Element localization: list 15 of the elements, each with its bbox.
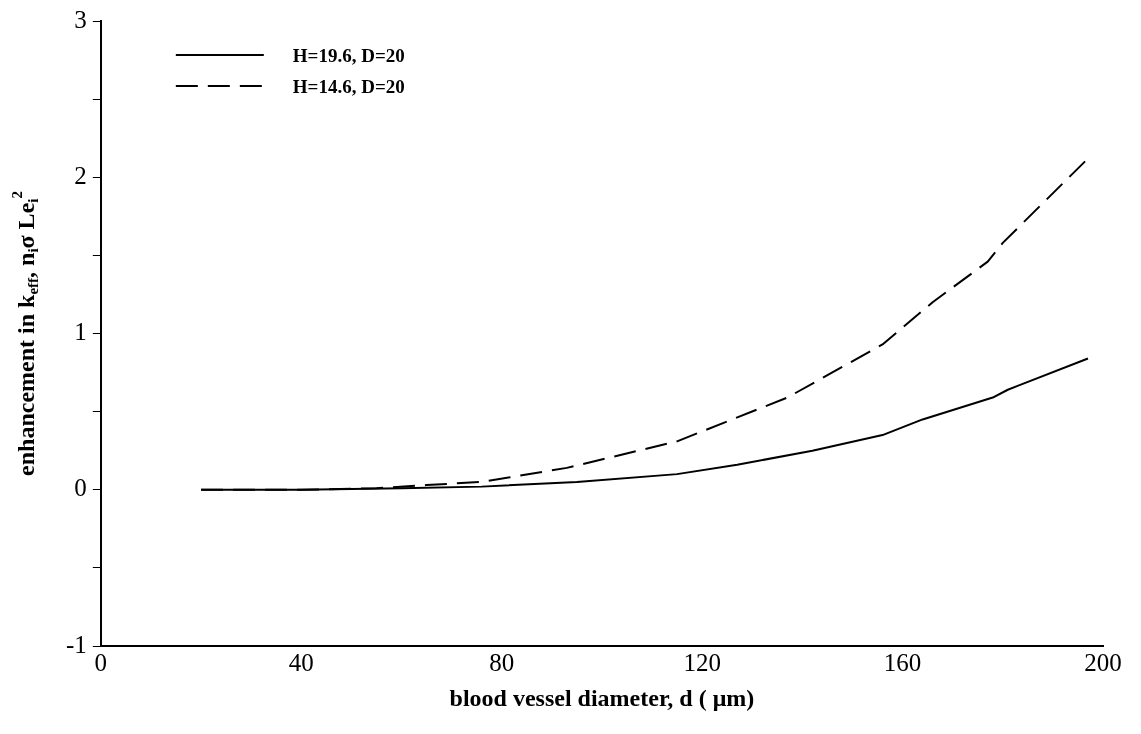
legend-label: H=14.6, D=20 xyxy=(292,75,405,97)
x-tick-label: 120 xyxy=(683,648,721,676)
y-tick-label: 1 xyxy=(74,318,87,346)
x-tick-label: 80 xyxy=(489,648,515,676)
x-tick-label: 40 xyxy=(288,648,314,676)
y-tick-label: 0 xyxy=(74,474,87,502)
y-tick-label: 2 xyxy=(74,161,87,189)
x-tick-label: 0 xyxy=(94,648,108,676)
y-axis-title: enhancement in keff, niσ Lei2 xyxy=(9,191,41,476)
legend-label: H=19.6, D=20 xyxy=(292,44,405,66)
x-tick-label: 200 xyxy=(1084,648,1122,676)
y-tick-label: 3 xyxy=(74,5,87,33)
x-axis-title: blood vessel diameter, d ( μm) xyxy=(449,685,755,712)
x-tick-label: 160 xyxy=(883,648,922,676)
y-tick-label: -1 xyxy=(66,630,87,658)
